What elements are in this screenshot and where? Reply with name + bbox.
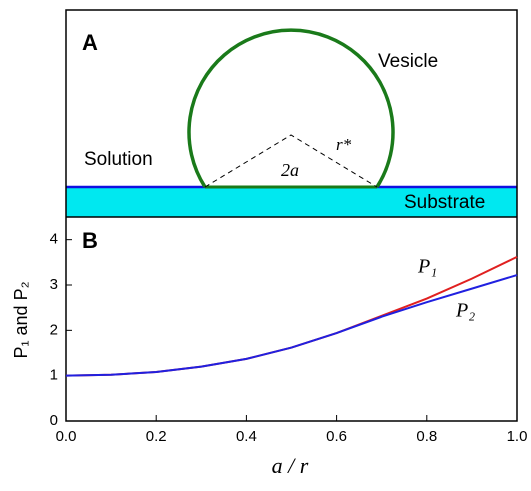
vesicle-label: Vesicle <box>378 51 438 72</box>
frame <box>65 9 518 422</box>
x-tick-label: 1.0 <box>507 428 528 445</box>
series-line <box>65 255 518 377</box>
panel-label: B <box>82 228 98 253</box>
y-tick-label: 0 <box>50 412 58 429</box>
y-tick-label: 1 <box>50 367 58 384</box>
substrate-label: Substrate <box>404 192 485 213</box>
x-tick-label: 0.0 <box>56 428 77 445</box>
y-tick-label: 2 <box>50 321 58 338</box>
radius-lines <box>204 134 378 188</box>
vesicle <box>187 28 395 188</box>
panel-label: A <box>82 30 98 55</box>
substrate <box>66 187 517 217</box>
base-label: 2a <box>281 160 299 180</box>
series-label: P₂ <box>455 300 475 322</box>
solution-label: Solution <box>84 149 153 170</box>
x-tick-label: 0.8 <box>416 428 437 445</box>
x-tick-label: 0.6 <box>326 428 347 445</box>
series-line <box>65 274 518 377</box>
series-label: P₁ <box>417 256 437 278</box>
y-tick-label: 3 <box>50 276 58 293</box>
y-tick-label: 4 <box>50 231 58 248</box>
radius-label: r* <box>336 135 352 154</box>
y-axis-label: P₁ and P₂ <box>11 281 31 358</box>
x-tick-label: 0.2 <box>146 428 167 445</box>
x-tick-label: 0.4 <box>236 428 257 445</box>
x-axis-label: a / r <box>272 453 309 478</box>
